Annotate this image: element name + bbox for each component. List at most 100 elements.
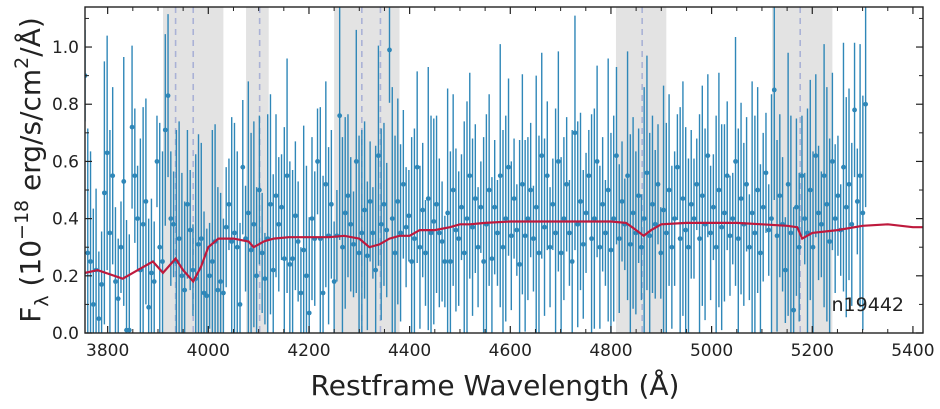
data-point [121, 179, 127, 184]
data-point [663, 230, 669, 236]
data-point [799, 173, 805, 179]
data-point [162, 127, 168, 133]
model-line [85, 220, 923, 284]
data-point [677, 236, 683, 242]
data-point [315, 159, 320, 164]
data-point [749, 210, 755, 216]
data-point [187, 227, 193, 233]
data-point [207, 273, 212, 279]
data-point [104, 150, 110, 156]
x-tick-label: 4800 [589, 341, 632, 361]
data-point [279, 204, 284, 210]
data-point [600, 201, 606, 207]
data-point [641, 216, 647, 222]
data-point [198, 236, 204, 242]
data-point [453, 227, 459, 233]
data-point [807, 187, 813, 193]
data-point [760, 204, 766, 210]
data-point [409, 259, 415, 264]
y-label-part-a: (10 [14, 240, 47, 295]
data-point [517, 261, 523, 267]
data-point [276, 221, 282, 227]
data-point [614, 153, 619, 159]
data-point [752, 230, 758, 236]
y-label-main: F [14, 307, 47, 323]
y-label-part-b: erg/s/cm [14, 69, 47, 200]
data-point [149, 270, 154, 276]
data-point [813, 153, 819, 159]
data-point [423, 250, 428, 256]
y-tick-label: 1.0 [52, 38, 79, 58]
data-point [724, 173, 730, 179]
data-point [221, 290, 226, 296]
data-point [367, 199, 373, 204]
data-point [226, 201, 232, 207]
data-point [611, 216, 617, 222]
data-point [561, 216, 567, 222]
data-point [165, 93, 171, 99]
data-point [400, 181, 406, 187]
data-point [680, 196, 686, 201]
data-point [603, 230, 608, 236]
data-point [209, 259, 215, 264]
data-point [591, 216, 597, 222]
data-point [857, 173, 863, 179]
data-point [436, 230, 442, 236]
data-point [699, 193, 705, 199]
data-point [378, 221, 384, 227]
data-point [215, 287, 221, 293]
x-tick-label: 3800 [86, 341, 129, 361]
data-point [500, 244, 506, 250]
data-point [544, 173, 550, 179]
data-point [519, 181, 525, 187]
data-point [414, 164, 420, 170]
data-point [234, 244, 240, 250]
data-point [625, 173, 630, 179]
data-point [110, 173, 116, 179]
data-point [467, 173, 473, 179]
y-tick-label: 0.8 [52, 95, 79, 115]
data-point [295, 239, 301, 244]
data-point [550, 201, 556, 207]
data-point [630, 210, 636, 216]
data-point [417, 244, 423, 250]
data-point [459, 204, 464, 210]
data-point [290, 256, 296, 262]
data-point [157, 244, 163, 250]
x-axis-ticks: 3800 4000 4200 4400 4600 4800 5000 5200 5400 [86, 7, 935, 361]
data-point [788, 230, 794, 236]
data-point [259, 250, 265, 256]
data-point [785, 181, 791, 187]
data-point [342, 210, 348, 216]
data-point [636, 193, 642, 199]
data-point [428, 230, 434, 236]
data-point [232, 230, 237, 236]
data-point [450, 187, 456, 193]
annotation-label: n19442 [832, 294, 904, 316]
data-point [287, 261, 293, 267]
data-point [135, 216, 140, 222]
data-point [522, 233, 528, 239]
data-point [774, 233, 780, 239]
data-point [425, 196, 431, 201]
data-point [719, 224, 725, 230]
data-point [575, 221, 581, 227]
data-point [735, 236, 741, 242]
data-point [256, 187, 262, 193]
data-point [328, 201, 334, 207]
data-point [769, 216, 774, 222]
data-point [403, 224, 409, 230]
data-point [658, 250, 664, 256]
data-point [686, 244, 691, 250]
data-point [356, 250, 362, 256]
data-point [88, 259, 93, 264]
data-point [716, 187, 722, 193]
y-axis-ticks: 0.0 0.2 0.4 0.6 0.8 1.0 [52, 17, 923, 344]
data-point [818, 221, 824, 227]
data-point [497, 173, 503, 179]
data-point [384, 227, 390, 233]
data-point [503, 216, 509, 222]
x-tick-label: 4400 [388, 341, 431, 361]
data-point [489, 256, 495, 262]
x-tick-label: 4600 [489, 341, 532, 361]
